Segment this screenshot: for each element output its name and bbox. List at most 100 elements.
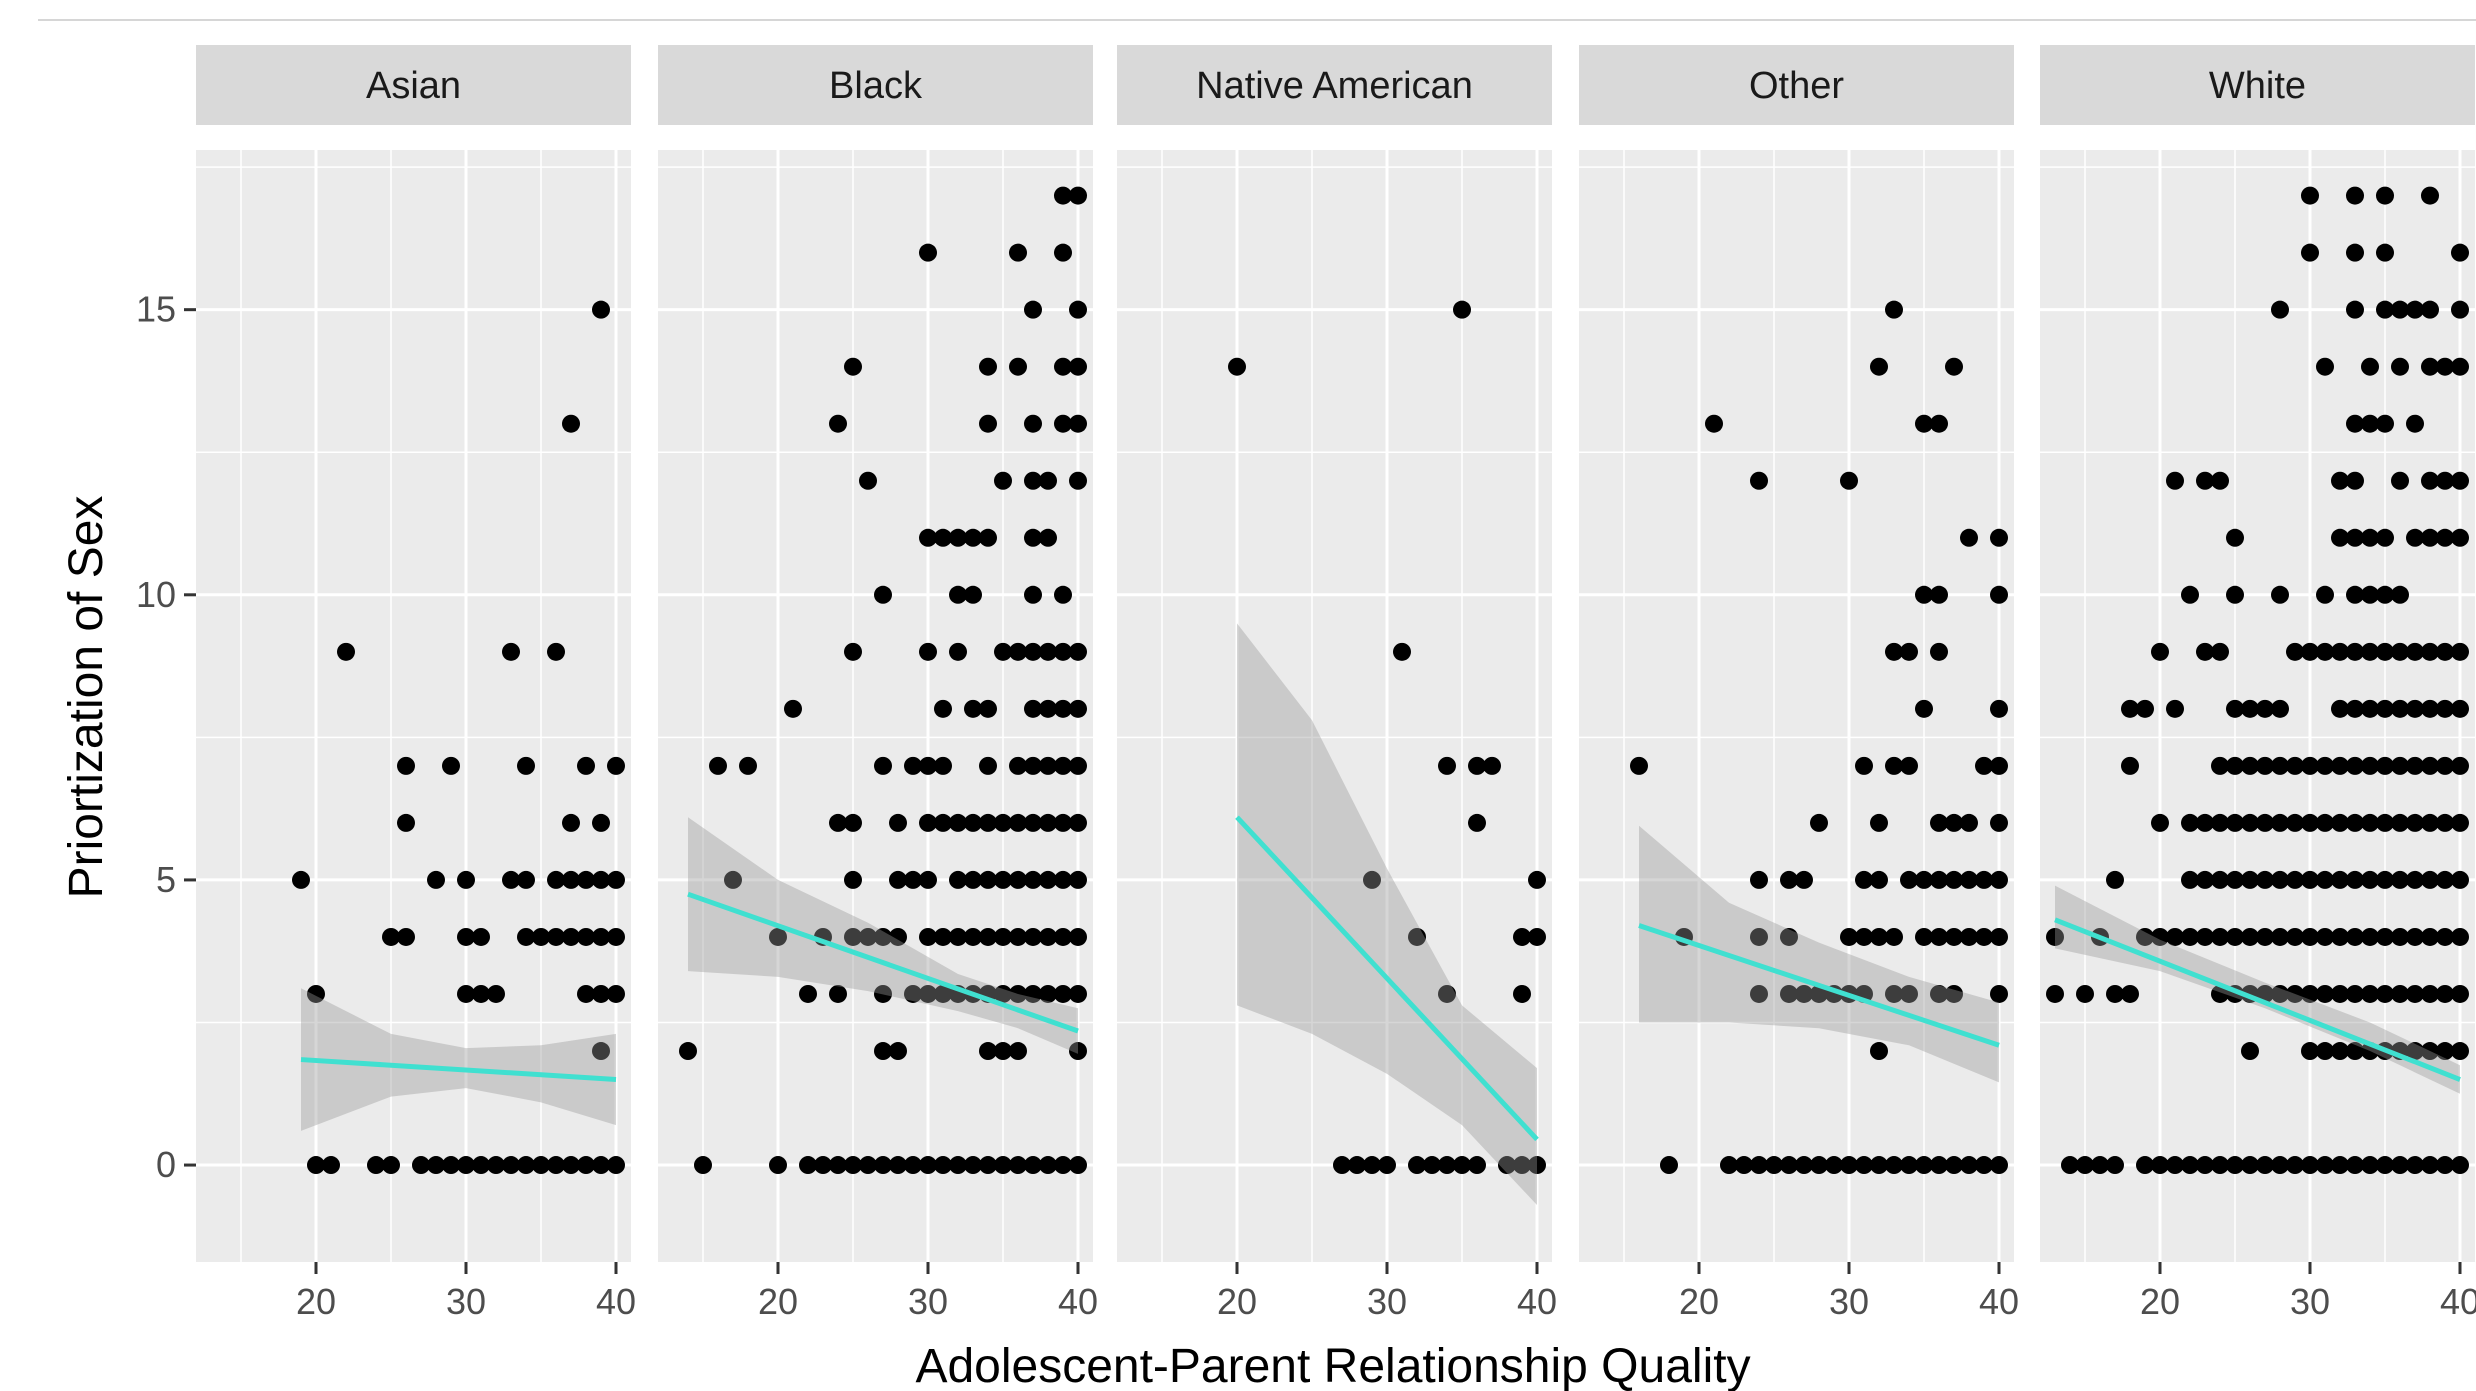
data-point	[1528, 927, 1546, 946]
data-point	[979, 870, 997, 889]
data-point	[2406, 984, 2424, 1003]
data-point	[2376, 756, 2394, 775]
data-point	[844, 642, 862, 661]
fit-line	[687, 891, 1079, 1034]
data-point	[889, 927, 907, 946]
data-point	[2211, 756, 2229, 775]
data-point	[889, 870, 907, 889]
data-point	[2091, 1156, 2109, 1175]
data-point	[577, 870, 595, 889]
data-point	[2436, 642, 2454, 661]
data-point	[1069, 642, 1087, 661]
data-point	[1840, 1156, 1858, 1175]
x-tick-label: 20	[1217, 1281, 1257, 1322]
facet-strip-label: Black	[829, 65, 923, 107]
data-point	[1498, 1156, 1516, 1175]
data-point	[2301, 1042, 2319, 1061]
data-point	[889, 1156, 907, 1175]
data-point	[2421, 813, 2439, 832]
data-point	[934, 984, 952, 1003]
data-point	[382, 927, 400, 946]
data-point	[2226, 1156, 2244, 1175]
data-point	[874, 1156, 892, 1175]
data-point	[2331, 870, 2349, 889]
data-point	[2346, 699, 2364, 718]
data-point	[1069, 357, 1087, 376]
data-point	[1900, 756, 1918, 775]
facet-strip-label: Other	[1749, 65, 1844, 107]
data-point	[1054, 984, 1072, 1003]
data-point	[1024, 756, 1042, 775]
data-point	[1453, 300, 1471, 319]
panel-content	[2046, 186, 2469, 1175]
data-point	[1024, 984, 1042, 1003]
data-point	[1735, 1156, 1753, 1175]
data-point	[829, 984, 847, 1003]
data-point	[2361, 1156, 2379, 1175]
panel-content	[292, 300, 625, 1175]
x-tick-label: 20	[2140, 1281, 2180, 1322]
data-point	[1039, 813, 1057, 832]
data-point	[2211, 1156, 2229, 1175]
data-point	[1870, 1042, 1888, 1061]
data-point	[1780, 1156, 1798, 1175]
panel-content	[1228, 300, 1546, 1205]
panel-content	[1630, 300, 2008, 1175]
facet-strip-label: Native American	[1196, 65, 1473, 107]
y-tick-label: 15	[136, 289, 176, 330]
data-point	[1900, 984, 1918, 1003]
data-point	[1795, 1156, 1813, 1175]
data-point	[2211, 927, 2229, 946]
data-point	[2226, 756, 2244, 775]
data-point	[2271, 756, 2289, 775]
data-point	[1039, 642, 1057, 661]
data-point	[2346, 243, 2364, 262]
data-point	[949, 870, 967, 889]
data-point	[2361, 870, 2379, 889]
data-point	[2301, 813, 2319, 832]
data-point	[1468, 756, 1486, 775]
data-point	[2331, 471, 2349, 490]
data-point	[964, 585, 982, 604]
data-point	[874, 1042, 892, 1061]
data-point	[2346, 414, 2364, 433]
data-point	[1960, 870, 1978, 889]
data-point	[2376, 642, 2394, 661]
data-point	[964, 528, 982, 547]
data-point	[2181, 585, 2199, 604]
data-point	[2286, 813, 2304, 832]
facet-white: White 20 30 40	[2040, 45, 2476, 1322]
data-point	[2286, 927, 2304, 946]
data-point	[2301, 927, 2319, 946]
x-tick-label: 30	[2290, 1281, 2330, 1322]
data-point	[2391, 813, 2409, 832]
fit-line	[1235, 815, 1539, 1142]
panel-background	[1579, 150, 2014, 1262]
data-point	[814, 1156, 832, 1175]
data-point	[979, 414, 997, 433]
data-point	[517, 870, 535, 889]
data-point	[934, 813, 952, 832]
data-point	[994, 927, 1012, 946]
data-point	[1378, 1156, 1396, 1175]
data-point	[2316, 870, 2334, 889]
data-point	[1900, 870, 1918, 889]
data-point	[874, 984, 892, 1003]
data-point	[1765, 1156, 1783, 1175]
data-point	[2361, 699, 2379, 718]
data-point	[2301, 642, 2319, 661]
data-point	[1930, 642, 1948, 661]
data-point	[2436, 870, 2454, 889]
data-point	[2436, 813, 2454, 832]
data-point	[547, 642, 565, 661]
data-point	[964, 927, 982, 946]
data-point	[1885, 756, 1903, 775]
data-point	[2421, 870, 2439, 889]
data-point	[2436, 1042, 2454, 1061]
data-point	[919, 642, 937, 661]
data-point	[904, 1156, 922, 1175]
data-point	[2346, 186, 2364, 205]
data-point	[1024, 813, 1042, 832]
data-point	[2421, 1156, 2439, 1175]
